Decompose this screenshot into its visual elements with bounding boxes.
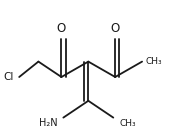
Text: CH₃: CH₃ xyxy=(119,119,136,128)
Text: H₂N: H₂N xyxy=(39,118,58,128)
Text: O: O xyxy=(111,22,120,34)
Text: O: O xyxy=(57,22,66,34)
Text: CH₃: CH₃ xyxy=(146,57,163,66)
Text: Cl: Cl xyxy=(3,72,13,82)
